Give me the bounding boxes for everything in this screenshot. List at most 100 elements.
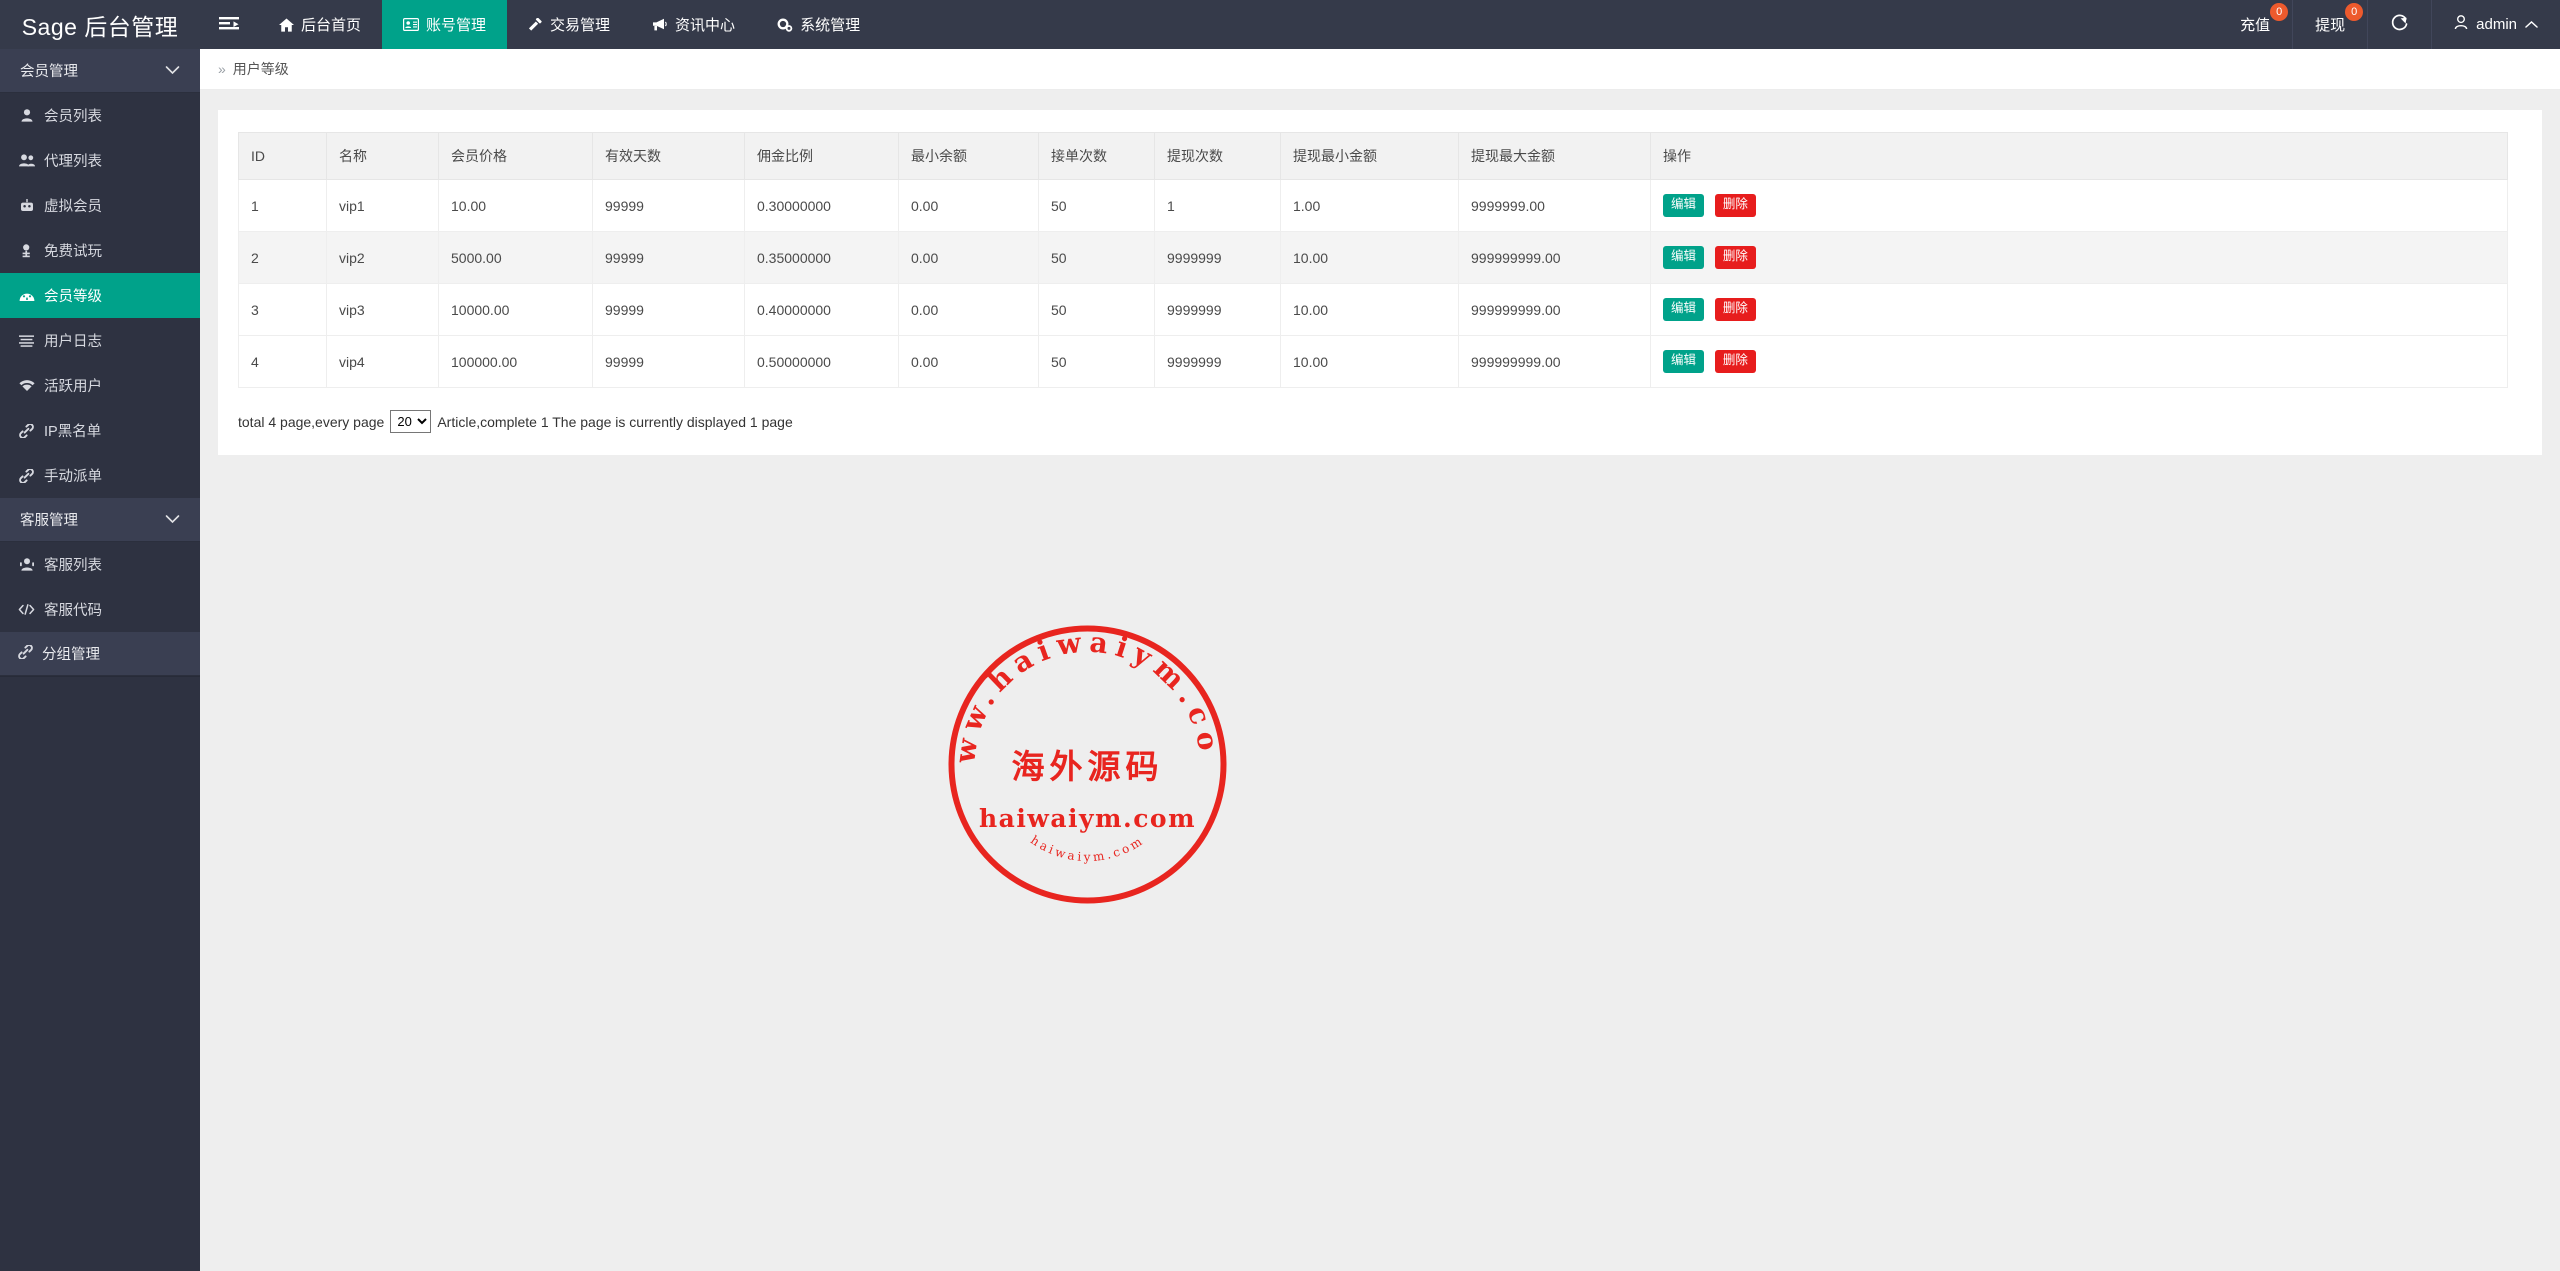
headset-icon [18,558,35,571]
edit-button[interactable]: 编辑 [1663,194,1705,217]
pagination-suffix: Article,complete 1 The page is currently… [437,413,793,430]
cell-actions: 编辑 删除 [1650,335,2508,388]
pagination-bar: total 4 page,every page 20 Article,compl… [238,410,2522,433]
pagination-prefix: total 4 page,every page [238,413,385,430]
delete-button[interactable]: 删除 [1714,350,1756,373]
sidebar-item-virtual-member-label: 虚拟会员 [44,199,102,215]
th-price: 会员价格 [438,132,593,180]
sidebar-item-group-management-label: 分组管理 [42,647,100,663]
link-icon [18,643,33,663]
link-icon [18,423,35,438]
cell-name: vip3 [326,283,439,336]
nav-item-news-label: 资讯中心 [675,17,736,34]
robot-icon [18,199,35,212]
sidebar-item-support-code-label: 客服代码 [44,603,102,619]
page-size-select[interactable]: 20 [390,410,432,433]
cell-min-balance: 0.00 [898,283,1039,336]
brand-title: Sage 后台管理 [21,13,179,40]
chevron-down-icon [165,63,180,79]
nav-item-account-label: 账号管理 [426,17,487,34]
cell-valid-days: 99999 [592,283,745,336]
sidebar-item-group-management[interactable]: 分组管理 [0,632,200,676]
sidebar-item-support-list[interactable]: 客服列表 [0,542,200,587]
cell-id: 4 [238,335,327,388]
withdraw-button[interactable]: 提现 0 [2292,0,2367,49]
table-row: 1 vip1 10.00 99999 0.30000000 0.00 50 1 … [238,179,2508,232]
sidebar-group-support[interactable]: 客服管理 [0,498,200,542]
nav-item-home[interactable]: 后台首页 [258,0,382,49]
link-icon [18,468,35,483]
table-row: 4 vip4 100000.00 99999 0.50000000 0.00 5… [238,335,2508,388]
cell-withdraw-count: 9999999 [1154,231,1281,284]
table-row: 2 vip2 5000.00 99999 0.35000000 0.00 50 … [238,231,2508,284]
sidebar-item-support-code[interactable]: 客服代码 [0,587,200,632]
cell-withdraw-max: 999999999.00 [1458,283,1651,336]
cell-valid-days: 99999 [592,179,745,232]
sidebar-item-support-list-label: 客服列表 [44,558,102,574]
cell-actions: 编辑 删除 [1650,283,2508,336]
user-check-icon [18,243,35,258]
gavel-icon [528,17,543,32]
sidebar-item-agent-list[interactable]: 代理列表 [0,138,200,183]
dashboard-icon [18,290,35,302]
sidebar-item-active-user[interactable]: 活跃用户 [0,363,200,408]
cell-actions: 编辑 删除 [1650,179,2508,232]
breadcrumb: » 用户等级 [200,49,2560,90]
sidebar-item-manual-dispatch[interactable]: 手动派单 [0,453,200,498]
cell-withdraw-min: 10.00 [1280,231,1459,284]
id-card-icon [403,18,420,31]
nav-item-trade[interactable]: 交易管理 [507,0,631,49]
cell-name: vip4 [326,335,439,388]
delete-button[interactable]: 删除 [1714,298,1756,321]
wifi-icon [18,379,35,392]
cell-min-balance: 0.00 [898,335,1039,388]
nav-item-account[interactable]: 账号管理 [382,0,508,49]
cell-id: 3 [238,283,327,336]
delete-button[interactable]: 删除 [1714,246,1756,269]
edit-button[interactable]: 编辑 [1663,350,1705,373]
nav-item-home-label: 后台首页 [301,17,362,34]
cell-withdraw-count: 9999999 [1154,335,1281,388]
sidebar-item-member-list[interactable]: 会员列表 [0,93,200,138]
cell-commission: 0.40000000 [744,283,899,336]
user-icon [2454,15,2468,34]
sidebar-item-agent-list-label: 代理列表 [44,154,102,170]
user-icon [18,109,35,122]
cell-order-count: 50 [1038,231,1155,284]
nav-item-trade-label: 交易管理 [550,17,611,34]
code-icon [18,604,35,615]
recharge-button[interactable]: 充值 0 [2218,0,2292,49]
main-content: » 用户等级 ID 名称 会员价格 有效天数 佣金比例 [200,49,2560,1271]
nav-item-system[interactable]: 系统管理 [756,0,881,49]
edit-button[interactable]: 编辑 [1663,298,1705,321]
nav-item-news[interactable]: 资讯中心 [631,0,756,49]
cell-withdraw-count: 9999999 [1154,283,1281,336]
megaphone-icon [652,18,668,31]
user-menu-label: admin [2476,16,2517,33]
withdraw-badge: 0 [2345,3,2364,21]
th-withdraw-min: 提现最小金额 [1280,132,1459,180]
sidebar-item-member-level[interactable]: 会员等级 [0,273,200,318]
recharge-badge: 0 [2270,3,2289,21]
cell-order-count: 50 [1038,283,1155,336]
th-valid-days: 有效天数 [592,132,745,180]
refresh-button[interactable] [2367,0,2431,49]
sidebar-item-ip-blacklist[interactable]: IP黑名单 [0,408,200,453]
user-menu[interactable]: admin [2431,0,2560,49]
sidebar-item-virtual-member[interactable]: 虚拟会员 [0,183,200,228]
cell-price: 5000.00 [438,231,593,284]
delete-button[interactable]: 删除 [1714,194,1756,217]
cell-withdraw-max: 9999999.00 [1458,179,1651,232]
chevron-down-icon [165,512,180,528]
cell-withdraw-min: 10.00 [1280,283,1459,336]
sidebar-item-free-trial[interactable]: 免费试玩 [0,228,200,273]
cell-commission: 0.35000000 [744,231,899,284]
sidebar-item-user-log[interactable]: 用户日志 [0,318,200,363]
sidebar-divider [0,676,200,677]
withdraw-label: 提现 [2315,17,2346,34]
menu-toggle-icon[interactable] [200,0,258,49]
edit-button[interactable]: 编辑 [1663,246,1705,269]
sidebar-group-member[interactable]: 会员管理 [0,49,200,93]
th-withdraw-max: 提现最大金额 [1458,132,1651,180]
cell-price: 10000.00 [438,283,593,336]
